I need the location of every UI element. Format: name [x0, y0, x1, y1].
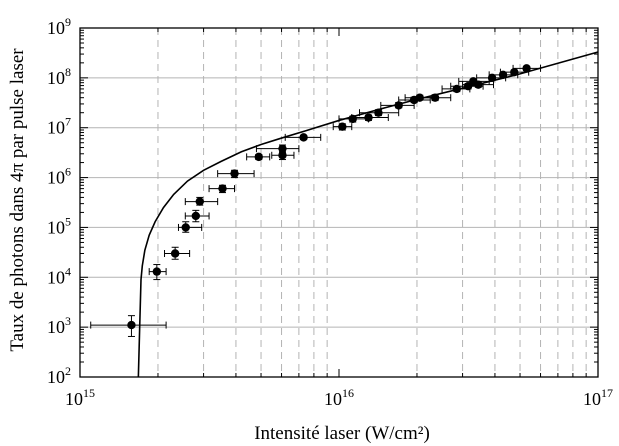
y-tick-label-base: 10: [47, 317, 65, 337]
x-axis-label: Intensité laser (W/cm²): [254, 423, 430, 444]
data-point: [255, 144, 300, 153]
data-point-marker: [364, 113, 373, 122]
x-tick-label-base: 10: [583, 389, 601, 409]
x-tick-label: 1015: [65, 386, 95, 409]
x-tick-label: 1017: [583, 386, 613, 409]
data-point: [359, 108, 400, 117]
data-point-marker: [299, 133, 308, 142]
data-point: [419, 93, 452, 102]
y-tick-label: 107: [47, 115, 71, 138]
data-point-marker: [278, 144, 287, 153]
data-point: [462, 80, 495, 89]
x-tick-label-base: 10: [324, 389, 342, 409]
y-tick-label-base: 10: [47, 118, 65, 138]
data-point-marker: [498, 70, 508, 80]
data-point: [90, 315, 167, 337]
y-tick-label: 104: [47, 264, 71, 287]
data-point-marker: [230, 169, 239, 178]
data-points-layer: [90, 64, 542, 337]
x-tick-labels: 1015 1016 1017: [65, 386, 613, 409]
y-tick-label-exponent: 4: [65, 264, 71, 278]
data-point-marker: [170, 249, 180, 258]
x-tick-label-base: 10: [65, 389, 83, 409]
x-tick-label-exponent: 17: [601, 386, 613, 400]
data-point: [184, 209, 210, 223]
data-point-marker: [181, 223, 190, 232]
data-point-marker: [195, 197, 204, 206]
data-point: [351, 113, 389, 122]
data-point-marker: [522, 64, 531, 73]
y-tick-label-exponent: 7: [65, 115, 71, 129]
y-tick-label-exponent: 6: [65, 165, 71, 179]
y-tick-label: 109: [47, 15, 71, 38]
y-tick-label-base: 10: [47, 367, 65, 387]
x-tick-label-exponent: 15: [83, 386, 95, 400]
y-axis-label: Taux de photons dans 4π par pulse laser: [7, 48, 28, 352]
data-point-marker: [152, 267, 162, 276]
data-point: [338, 114, 370, 124]
data-point-marker: [374, 108, 383, 117]
data-point: [246, 152, 271, 162]
data-point-marker: [510, 67, 519, 77]
y-tick-label: 106: [47, 165, 71, 188]
fit-curve: [137, 51, 599, 378]
data-point-marker: [338, 122, 347, 131]
data-point: [380, 101, 415, 110]
data-point-marker: [191, 211, 201, 221]
grid: [80, 28, 598, 377]
y-tick-label: 108: [47, 65, 71, 88]
data-point-marker: [278, 151, 287, 160]
data-point-marker: [218, 184, 227, 193]
y-tick-label: 102: [47, 364, 71, 387]
data-point: [332, 122, 353, 131]
y-tick-label: 103: [47, 314, 71, 337]
y-tick-label-exponent: 9: [65, 15, 71, 29]
data-point: [184, 196, 219, 206]
data-point: [208, 184, 236, 194]
y-tick-label-base: 10: [47, 68, 65, 88]
data-point-marker: [452, 84, 462, 94]
data-point-marker: [394, 101, 403, 110]
y-tick-label-exponent: 8: [65, 65, 71, 79]
x-tick-label-exponent: 16: [342, 386, 354, 400]
y-tick-label-base: 10: [47, 217, 65, 237]
y-tick-label-base: 10: [47, 267, 65, 287]
data-point: [512, 64, 542, 73]
y-tick-label-base: 10: [47, 168, 65, 188]
data-point: [148, 264, 167, 281]
x-tick-label: 1016: [324, 386, 354, 409]
ticks-layer: [79, 27, 598, 378]
data-point-marker: [430, 93, 440, 102]
y-tick-label-exponent: 5: [65, 214, 71, 228]
data-point-marker: [254, 152, 263, 162]
y-tick-label-base: 10: [47, 18, 65, 38]
fit-curve-layer: [137, 51, 599, 378]
data-point-marker: [487, 73, 497, 83]
data-point: [164, 246, 191, 260]
data-point: [284, 133, 322, 142]
data-point: [271, 151, 295, 161]
y-tick-label-exponent: 2: [65, 364, 71, 378]
data-point: [177, 221, 203, 233]
data-point: [217, 169, 255, 179]
y-tick-label-exponent: 3: [65, 314, 71, 328]
y-tick-label: 105: [47, 214, 71, 237]
data-point-marker: [474, 80, 483, 89]
data-point-marker: [127, 320, 136, 330]
data-point-marker: [348, 114, 357, 124]
